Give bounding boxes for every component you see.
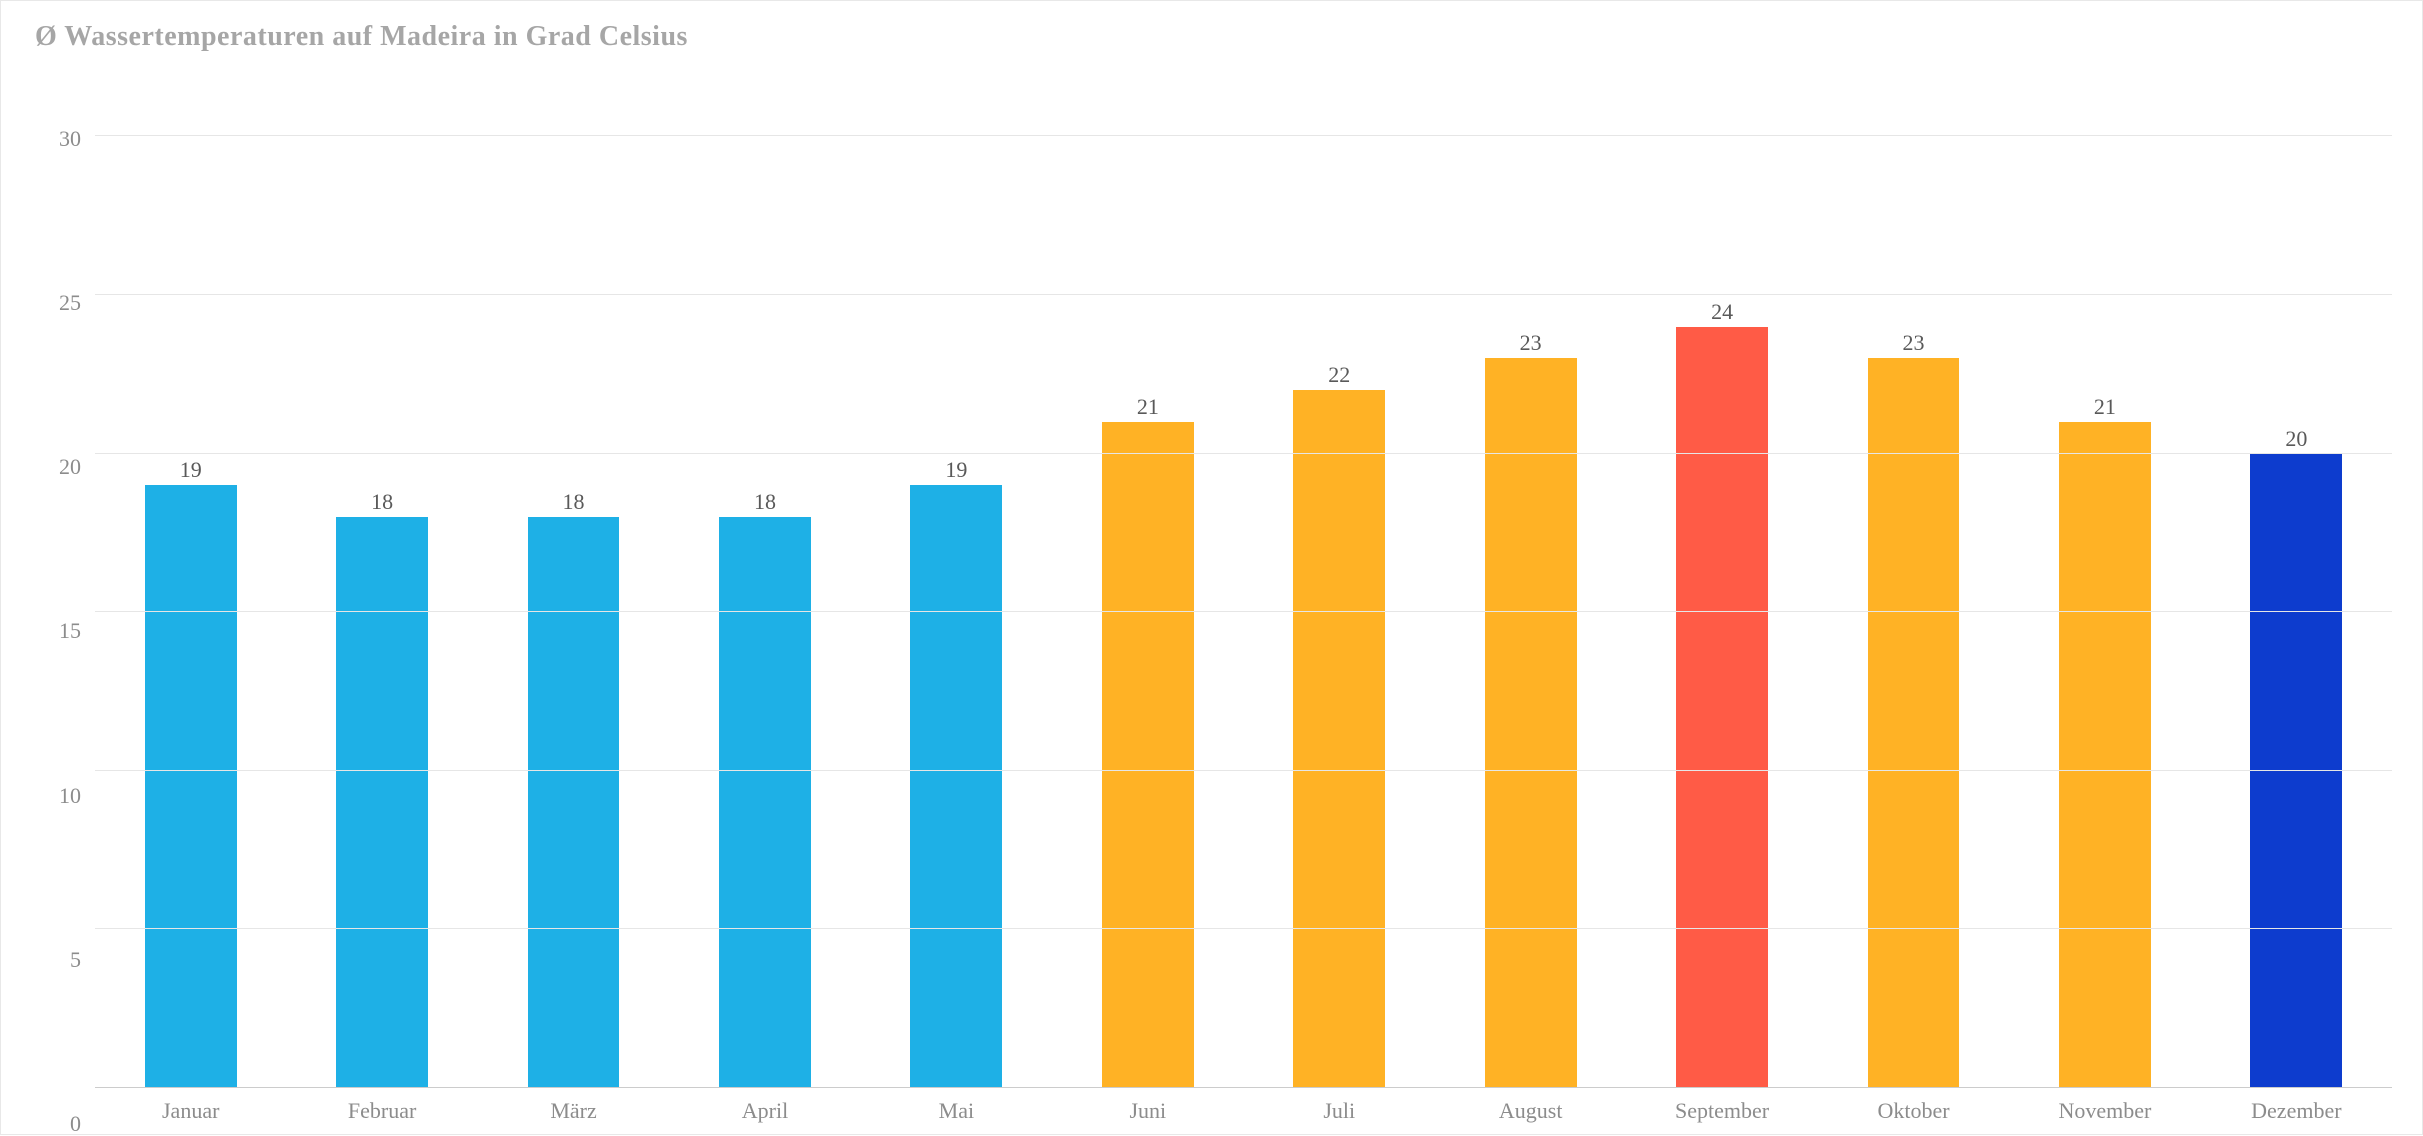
x-tick: Juli: [1244, 1098, 1435, 1124]
water-temperature-chart: Ø Wassertemperaturen auf Madeira in Grad…: [0, 0, 2423, 1135]
bar: 21: [1102, 422, 1194, 1088]
x-tick: Mai: [861, 1098, 1052, 1124]
bar-slot: 21: [2009, 73, 2200, 1088]
bar-slot: 22: [1244, 73, 1435, 1088]
bar-value-label: 20: [2285, 426, 2307, 452]
bar-value-label: 18: [563, 489, 585, 515]
x-tick: Februar: [286, 1098, 477, 1124]
bar: 21: [2059, 422, 2151, 1088]
chart-title: Ø Wassertemperaturen auf Madeira in Grad…: [35, 21, 2392, 53]
bar: 18: [336, 517, 428, 1088]
gridline: [95, 770, 2392, 771]
bar-slot: 21: [1052, 73, 1243, 1088]
x-tick: August: [1435, 1098, 1626, 1124]
bar: 23: [1868, 358, 1960, 1088]
bar-value-label: 23: [1520, 330, 1542, 356]
bar: 20: [2250, 454, 2342, 1088]
bar-slot: 23: [1435, 73, 1626, 1088]
y-axis: 302520151050: [31, 73, 95, 1124]
bar-slot: 23: [1818, 73, 2009, 1088]
gridline: [95, 294, 2392, 295]
bars-layer: 191818181921222324232120: [95, 73, 2392, 1088]
bar-value-label: 21: [2094, 394, 2116, 420]
bar: 22: [1293, 390, 1385, 1088]
x-tick: November: [2009, 1098, 2200, 1124]
x-tick: Dezember: [2201, 1098, 2392, 1124]
gridline: [95, 453, 2392, 454]
gridline: [95, 1087, 2392, 1088]
x-axis: JanuarFebruarMärzAprilMaiJuniJuliAugustS…: [95, 1088, 2392, 1124]
plot-and-x: 191818181921222324232120 JanuarFebruarMä…: [95, 73, 2392, 1124]
bar-value-label: 24: [1711, 299, 1733, 325]
plot-area: 191818181921222324232120: [95, 73, 2392, 1088]
bar-slot: 18: [478, 73, 669, 1088]
bar-slot: 20: [2201, 73, 2392, 1088]
bar: 19: [145, 485, 237, 1088]
bar: 19: [910, 485, 1002, 1088]
bar-value-label: 21: [1137, 394, 1159, 420]
x-tick: Oktober: [1818, 1098, 2009, 1124]
bar: 23: [1485, 358, 1577, 1088]
bar-value-label: 22: [1328, 362, 1350, 388]
bar: 24: [1676, 327, 1768, 1088]
bar-value-label: 18: [371, 489, 393, 515]
bar-slot: 24: [1626, 73, 1817, 1088]
gridline: [95, 611, 2392, 612]
bar: 18: [719, 517, 811, 1088]
x-tick: April: [669, 1098, 860, 1124]
gridline: [95, 135, 2392, 136]
gridline: [95, 928, 2392, 929]
bar-value-label: 19: [945, 457, 967, 483]
x-tick: September: [1626, 1098, 1817, 1124]
x-tick: Juni: [1052, 1098, 1243, 1124]
x-tick: März: [478, 1098, 669, 1124]
bar-slot: 18: [669, 73, 860, 1088]
bar-value-label: 23: [1903, 330, 1925, 356]
bar-slot: 19: [95, 73, 286, 1088]
bar-slot: 18: [286, 73, 477, 1088]
bar-value-label: 18: [754, 489, 776, 515]
bar-slot: 19: [861, 73, 1052, 1088]
bar-value-label: 19: [180, 457, 202, 483]
plot-wrapper: 302520151050 191818181921222324232120 Ja…: [31, 73, 2392, 1124]
bar: 18: [528, 517, 620, 1088]
x-tick: Januar: [95, 1098, 286, 1124]
